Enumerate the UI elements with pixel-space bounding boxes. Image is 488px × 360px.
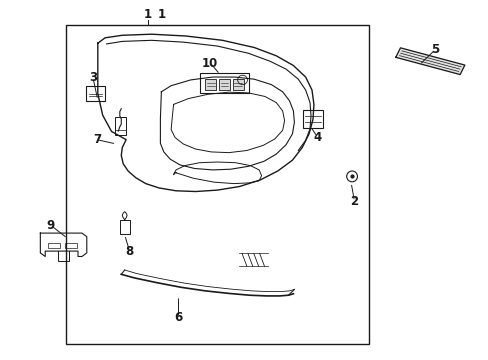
Text: 7: 7 bbox=[93, 133, 101, 146]
Text: 3: 3 bbox=[89, 71, 97, 84]
Text: 9: 9 bbox=[46, 219, 54, 231]
Bar bbox=[205, 79, 216, 90]
Text: 1: 1 bbox=[143, 8, 152, 21]
Text: 6: 6 bbox=[174, 311, 182, 324]
Text: 8: 8 bbox=[125, 245, 133, 258]
Text: 10: 10 bbox=[202, 57, 218, 69]
Bar bbox=[86, 86, 104, 101]
Bar bbox=[200, 73, 249, 93]
Bar bbox=[64, 243, 77, 248]
Text: 2: 2 bbox=[350, 195, 358, 208]
Bar bbox=[302, 110, 323, 128]
Bar bbox=[115, 117, 125, 135]
Text: 4: 4 bbox=[313, 131, 321, 144]
Bar bbox=[232, 79, 243, 90]
Bar bbox=[120, 220, 130, 234]
Polygon shape bbox=[395, 48, 464, 75]
Bar bbox=[219, 79, 229, 90]
Bar bbox=[66, 25, 368, 344]
Text: 5: 5 bbox=[430, 43, 438, 56]
Text: 1: 1 bbox=[157, 8, 165, 21]
Bar bbox=[48, 243, 60, 248]
